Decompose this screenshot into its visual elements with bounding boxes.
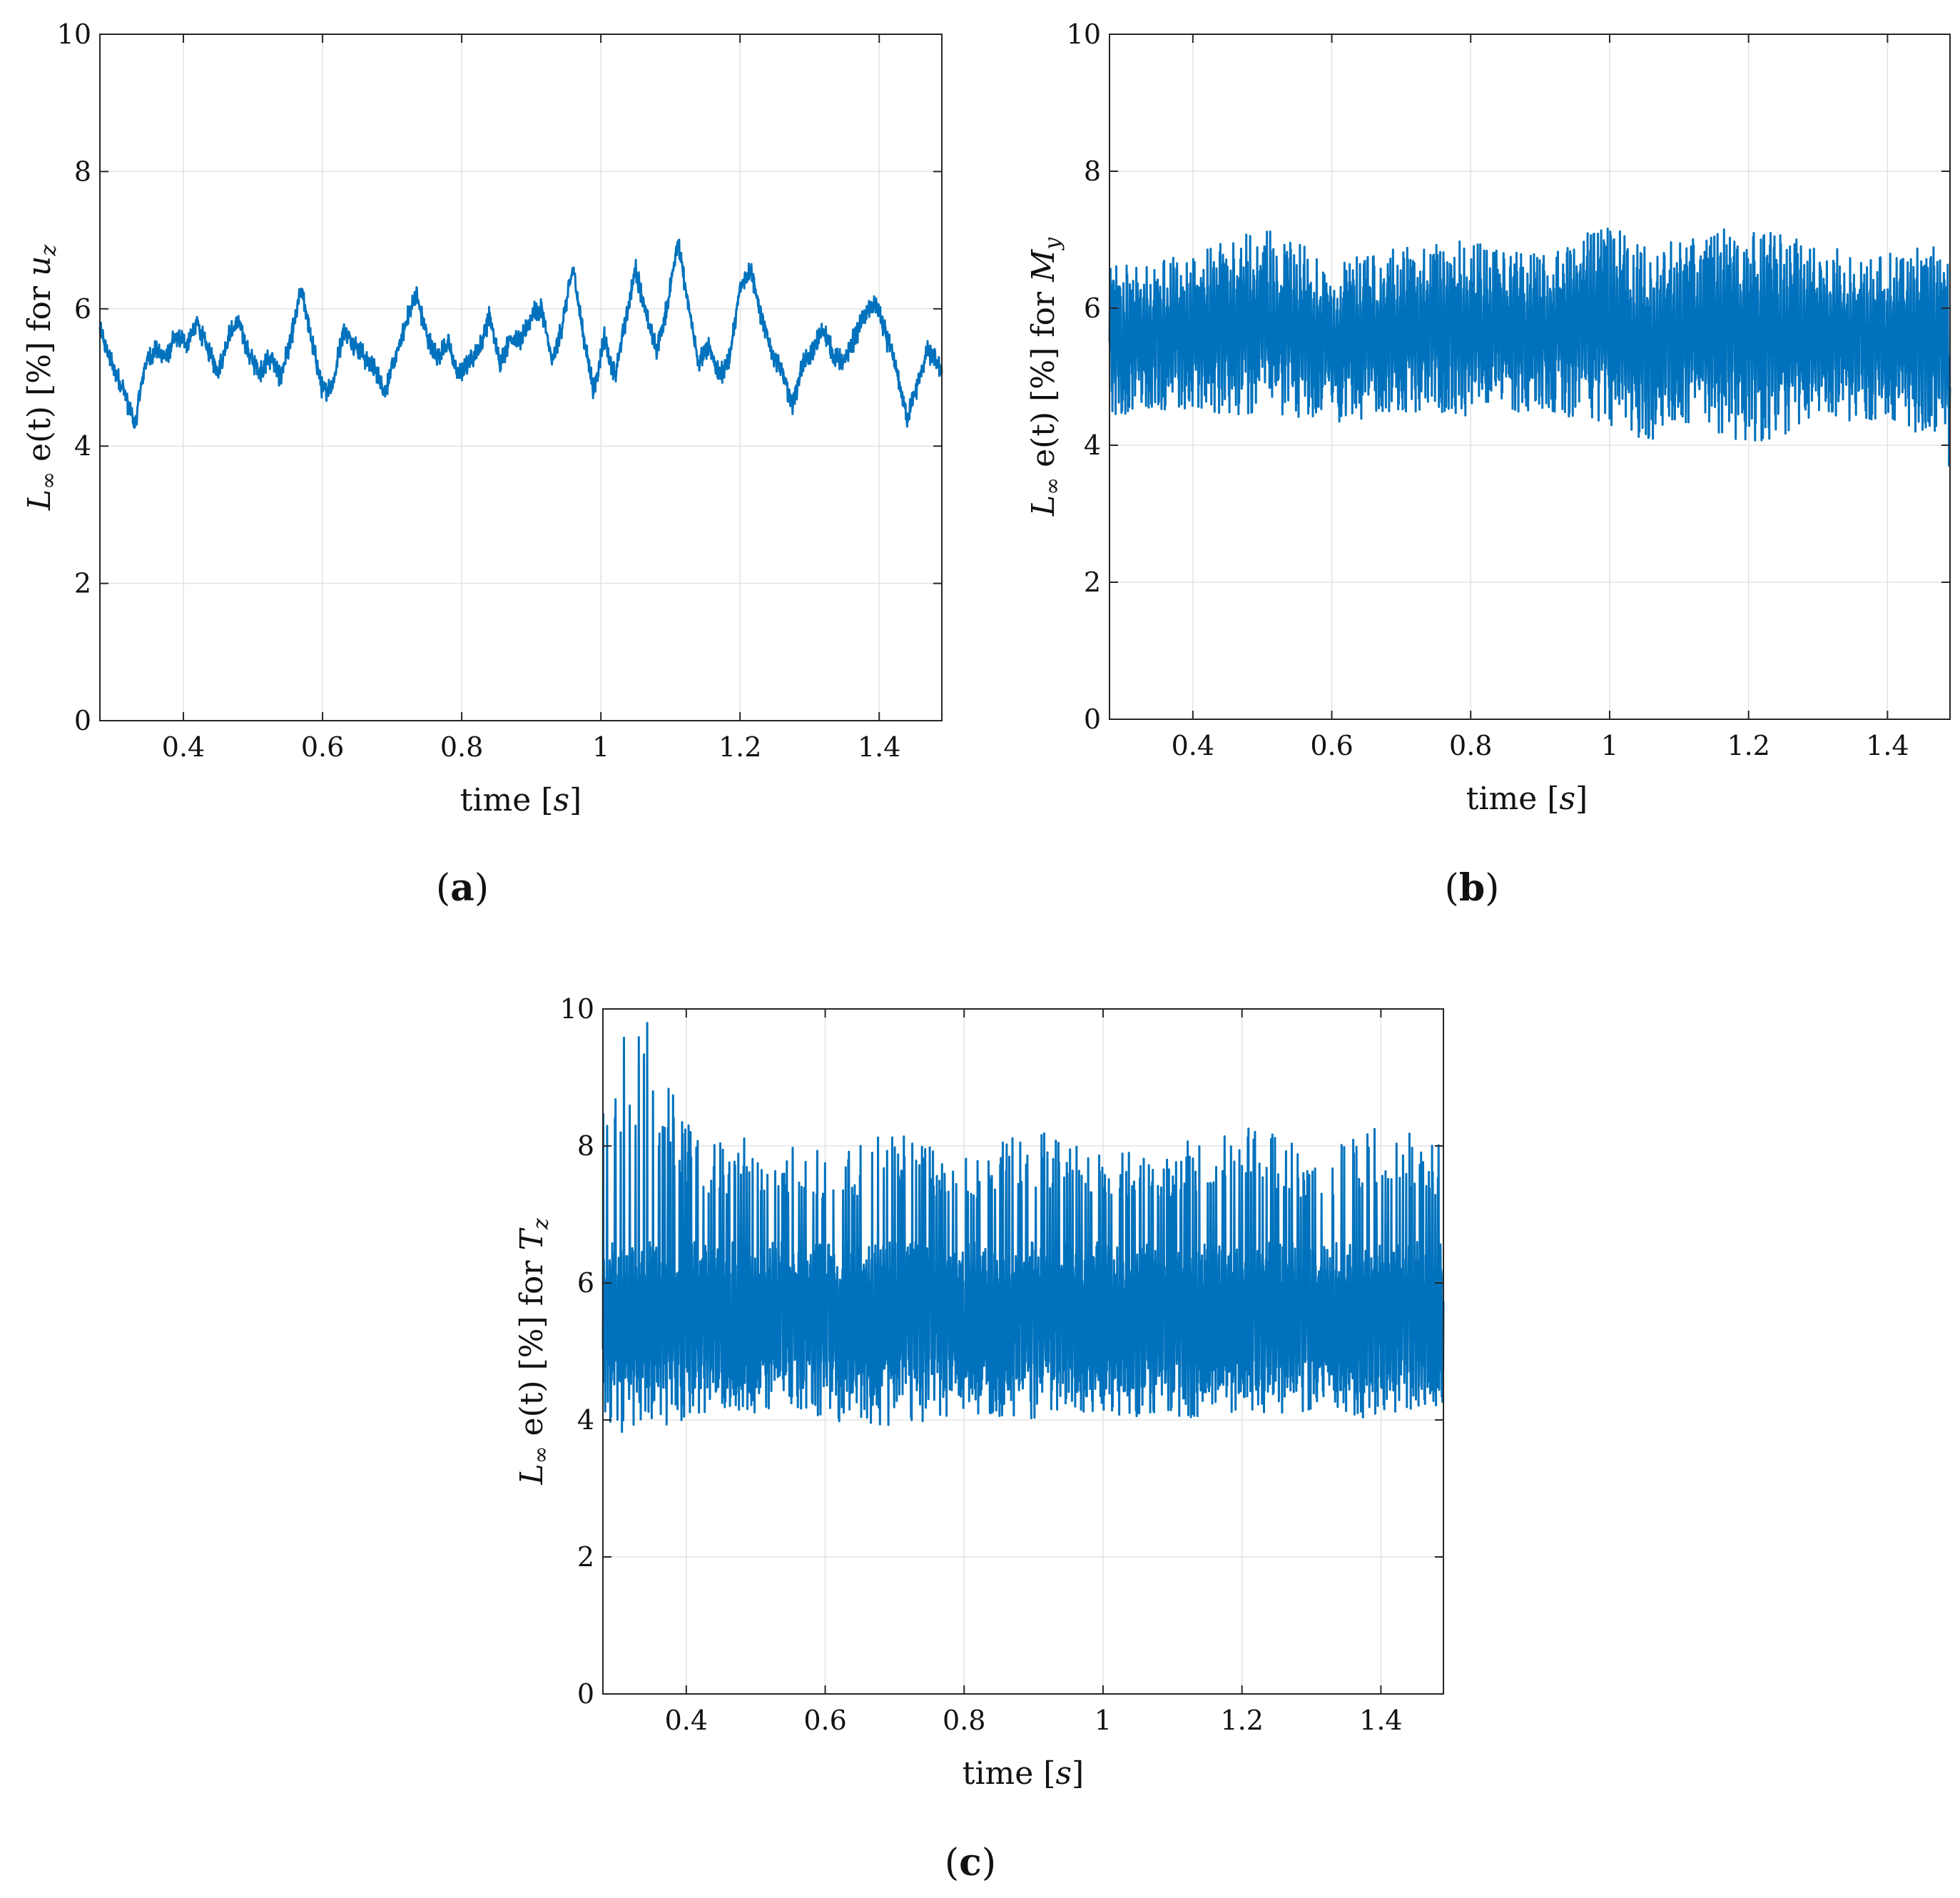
x-tick-label: 1.2 [1727, 730, 1769, 761]
xlabel-a: time [s] [460, 782, 582, 818]
y-tick-label: 10 [57, 19, 91, 50]
panel-caption-b: (b) [1445, 866, 1500, 910]
y-tick-label: 8 [1084, 156, 1101, 187]
panel-caption-a: (a) [436, 866, 489, 910]
x-tick-label: 0.6 [301, 731, 344, 763]
series-line [601, 1022, 1445, 1433]
ylabel-a: L∞ e(t) [%] for uz [21, 245, 61, 512]
x-tick-label: 0.8 [440, 731, 483, 763]
x-tick-label: 1 [1601, 730, 1618, 761]
xlabel-b: time [s] [1466, 781, 1588, 817]
series-line [98, 238, 943, 429]
y-tick-label: 4 [74, 430, 91, 462]
panel-caption-c: (c) [945, 1841, 996, 1884]
y-tick-label: 0 [577, 1678, 594, 1710]
axes-box [602, 1008, 1444, 1695]
x-tick-label: 0.6 [1310, 730, 1353, 761]
x-tick-label: 1.2 [1220, 1705, 1263, 1736]
x-tick-label: 0.4 [665, 1705, 708, 1736]
plot-area [100, 34, 942, 721]
series-line [1108, 227, 1951, 467]
y-tick-label: 6 [1084, 293, 1101, 324]
y-tick-label: 8 [577, 1130, 594, 1162]
x-tick-label: 1 [592, 731, 609, 763]
x-tick-label: 0.8 [943, 1705, 985, 1736]
y-tick-label: 6 [74, 293, 91, 325]
ylabel-b: L∞ e(t) [%] for My [1025, 237, 1065, 517]
y-tick-label: 0 [74, 705, 91, 736]
y-tick-label: 8 [74, 156, 91, 187]
axes-box [99, 34, 943, 721]
y-tick-label: 6 [577, 1267, 594, 1299]
x-tick-label: 0.4 [162, 731, 205, 763]
chart-panel-c: L∞ e(t) [%] for Tz time [s] 0.4 0.6 0.8 1 1.… [514, 993, 1445, 1792]
x-tick-label: 1 [1095, 1705, 1112, 1736]
y-tick-label: 4 [1084, 430, 1101, 461]
y-tick-label: 2 [74, 568, 91, 599]
x-tick-label: 1.4 [1359, 1705, 1402, 1736]
x-tick-label: 1.4 [858, 731, 900, 763]
chart-panel-b: L∞ e(t) [%] for My time [s] 0.4 0.6 0.8 1 1.… [1025, 19, 1951, 817]
xlabel-c: time [s] [963, 1755, 1084, 1792]
chart-panel-a: L∞ e(t) [%] for uz time [s] 0.4 0.6 0.8 1 1.… [21, 19, 943, 818]
x-tick-label: 0.4 [1172, 730, 1214, 761]
y-tick-label: 4 [577, 1404, 594, 1436]
x-tick-label: 1.2 [719, 731, 761, 763]
y-tick-label: 2 [577, 1541, 594, 1573]
y-tick-label: 2 [1084, 567, 1101, 598]
y-tick-label: 10 [1067, 19, 1101, 50]
y-tick-label: 10 [560, 993, 594, 1025]
x-tick-label: 1.4 [1866, 730, 1909, 761]
ylabel-c: L∞ e(t) [%] for Tz [514, 1218, 554, 1486]
x-tick-label: 0.8 [1449, 730, 1492, 761]
x-tick-label: 0.6 [803, 1705, 846, 1736]
y-tick-label: 0 [1084, 704, 1101, 735]
axes-box [1109, 34, 1951, 720]
